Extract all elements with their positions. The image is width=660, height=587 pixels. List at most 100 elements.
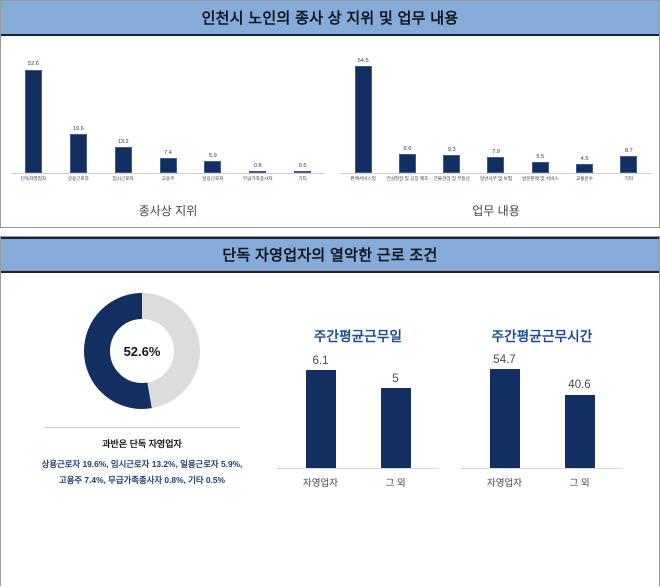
bar-rect — [249, 171, 267, 173]
chart-weekly-workhours-categories: 자영업자 그 외 — [467, 469, 617, 489]
bar-rect — [114, 147, 132, 173]
chart-weekly-workdays-bar-1: 5 — [358, 351, 433, 468]
chart-status-plot: 52.6 19.6 13.2 7.4 5.9 0.8 0.5 — [11, 44, 325, 174]
bar-slot: 5.5 — [518, 44, 562, 173]
category-label: 일용근로자 — [202, 176, 224, 181]
bar-value: 52.6 — [27, 61, 39, 68]
bar-value: 5 — [392, 372, 399, 385]
top-header-rule — [1, 34, 659, 36]
chart-task-category-labels: 판매서비스업 건설현장 및 공장 제조 건물관리 및 부동산 일반사무 및 보험 방문판… — [341, 176, 651, 198]
chart-weekly-workdays-bar-0: 6.1 — [283, 351, 358, 468]
category-label: 자영업자 — [303, 478, 338, 489]
chart-status-group: 52.6 19.6 13.2 7.4 5.9 0.8 0.5 단독자영업자 상용근로자 임시근로… — [5, 36, 331, 229]
bar-rect — [443, 154, 461, 173]
category-label: 단독자영업자 — [20, 176, 47, 181]
category-label: 그 외 — [569, 478, 590, 489]
bar-value: 5.5 — [536, 154, 545, 161]
chart-weekly-workdays-title: 주간평균근무일 — [313, 329, 403, 344]
bar-slot: 7.9 — [474, 44, 518, 173]
bar-rect — [489, 369, 520, 468]
category-label: 방문판매 및 서비스 — [522, 176, 559, 181]
bar-rect — [620, 155, 638, 173]
chart-task-plot: 54.5 9.6 9.3 7.9 5.5 4.5 8.7 — [341, 44, 651, 174]
bar-slot: 19.6 — [56, 44, 101, 173]
category-label: 무급가족종사자 — [242, 176, 273, 181]
top-panel-header: 인천시 노인의 종사 상 지위 및 업무 내용 — [1, 1, 659, 34]
bar-value: 40.6 — [568, 379, 591, 392]
category-label: 고용주 — [161, 176, 175, 181]
bar-slot: 7.4 — [146, 44, 191, 173]
bottom-panel-body: 52.6% 과반은 단독 자영업자 상용근로자 19.6%, 임시근로자 13.… — [1, 273, 659, 587]
category-label: 기타 — [298, 176, 307, 181]
category-label: 기타 — [624, 176, 634, 181]
category-label: 교통운수 — [576, 176, 593, 181]
chart-weekly-workhours-baseline — [461, 468, 623, 469]
chart-weekly-workhours-bar-1: 40.6 — [542, 351, 617, 468]
donut-block: 52.6% 과반은 단독 자영업자 상용근로자 19.6%, 임시근로자 13.… — [9, 291, 275, 573]
chart-task-axis-label: 업무 내용 — [472, 204, 520, 218]
bottom-header-rule — [1, 271, 659, 273]
bar-slot: 0.5 — [280, 44, 325, 173]
bar-value: 8.7 — [624, 147, 633, 154]
bar-value: 0.8 — [253, 162, 262, 169]
bar-value: 13.2 — [117, 138, 129, 145]
donut-value-arc — [84, 293, 200, 409]
bar-slot: 9.3 — [430, 44, 474, 173]
chart-weekly-workhours-bar-0: 54.7 — [467, 351, 542, 468]
bar-value: 9.3 — [447, 146, 456, 153]
chart-weekly-workhours-plot: 54.7 40.6 — [461, 351, 623, 469]
bottom-panel-header: 단독 자영업자의 열악한 근로 조건 — [1, 237, 659, 271]
bar-value: 7.4 — [164, 150, 172, 157]
category-label: 건설현장 및 공장 제조 — [386, 176, 429, 181]
chart-weekly-workhours-title: 주간평균근무시간 — [491, 329, 593, 344]
chart-status-bars: 52.6 19.6 13.2 7.4 5.9 0.8 0.5 — [11, 44, 325, 173]
bar-value: 0.5 — [298, 162, 307, 169]
chart-weekly-workhours-bars: 54.7 40.6 — [467, 351, 617, 468]
chart-weekly-workdays-categories: 자영업자 그 외 — [283, 469, 433, 489]
bar-rect — [24, 69, 42, 173]
bar-value: 4.5 — [580, 156, 589, 163]
category-label: 판매서비스업 — [350, 176, 376, 181]
chart-weekly-workdays-baseline — [277, 468, 439, 469]
panel-self-employed-conditions: 단독 자영업자의 열악한 근로 조건 52.6% 과반은 단독 자영업자 상용근… — [0, 236, 660, 587]
donut-legend: 상용근로자 19.6%, 임시근로자 13.2%, 일용근로자 5.9%, 고용… — [9, 456, 275, 489]
bar-rect — [305, 370, 336, 468]
chart-task-bars: 54.5 9.6 9.3 7.9 5.5 4.5 8.7 — [341, 44, 651, 173]
category-label: 일반사무 및 보험 — [479, 176, 513, 181]
bar-value: 54.7 — [493, 353, 516, 366]
bar-rect — [204, 161, 222, 173]
bar-slot: 5.9 — [190, 44, 235, 173]
bar-slot: 54.5 — [341, 44, 385, 173]
donut-legend-line-2: 고용주 7.4%, 무급가족종사자 0.8%, 기타 0.5% — [58, 475, 225, 486]
bar-rect — [487, 157, 505, 173]
donut-caption: 과반은 단독 자영업자 — [102, 439, 182, 449]
category-label: 건물관리 및 부동산 — [433, 176, 470, 181]
bar-value: 6.1 — [312, 354, 329, 367]
bar-value: 54.5 — [357, 57, 369, 64]
top-panel-title: 인천시 노인의 종사 상 지위 및 업무 내용 — [201, 10, 459, 27]
bar-slot: 4.5 — [562, 44, 606, 173]
donut-separator — [44, 427, 240, 428]
donut-legend-line-1: 상용근로자 19.6%, 임시근로자 13.2%, 일용근로자 5.9%, — [41, 459, 243, 469]
bar-rect — [576, 164, 594, 173]
chart-weekly-workdays-plot: 6.1 5 — [277, 351, 439, 469]
bar-rect — [69, 134, 87, 173]
category-label: 자영업자 — [487, 478, 522, 489]
chart-status-axis-label: 종사상 지위 — [138, 204, 198, 218]
bar-value: 9.6 — [403, 146, 412, 153]
bar-value: 5.9 — [208, 153, 217, 160]
donut-svg — [84, 293, 200, 409]
donut-chart: 52.6% — [82, 291, 202, 411]
chart-weekly-workhours: 주간평균근무시간 54.7 40.6 자 — [453, 325, 631, 515]
chart-task-group: 54.5 9.6 9.3 7.9 5.5 4.5 8.7 판매서비스업 건설현장 및 공장 제… — [335, 36, 657, 229]
category-label: 상용근로자 — [67, 176, 89, 181]
bar-rect — [159, 158, 177, 173]
bar-value: 7.9 — [492, 149, 500, 156]
chart-status-category-labels: 단독자영업자 상용근로자 임시근로자 고용주 일용근로자 무급가족종사자 기타 — [11, 176, 325, 198]
bar-rect — [531, 162, 549, 173]
bar-value: 19.6 — [72, 126, 84, 133]
bar-rect — [380, 388, 411, 468]
chart-task-baseline — [341, 173, 651, 174]
category-label: 임시근로자 — [112, 176, 134, 181]
